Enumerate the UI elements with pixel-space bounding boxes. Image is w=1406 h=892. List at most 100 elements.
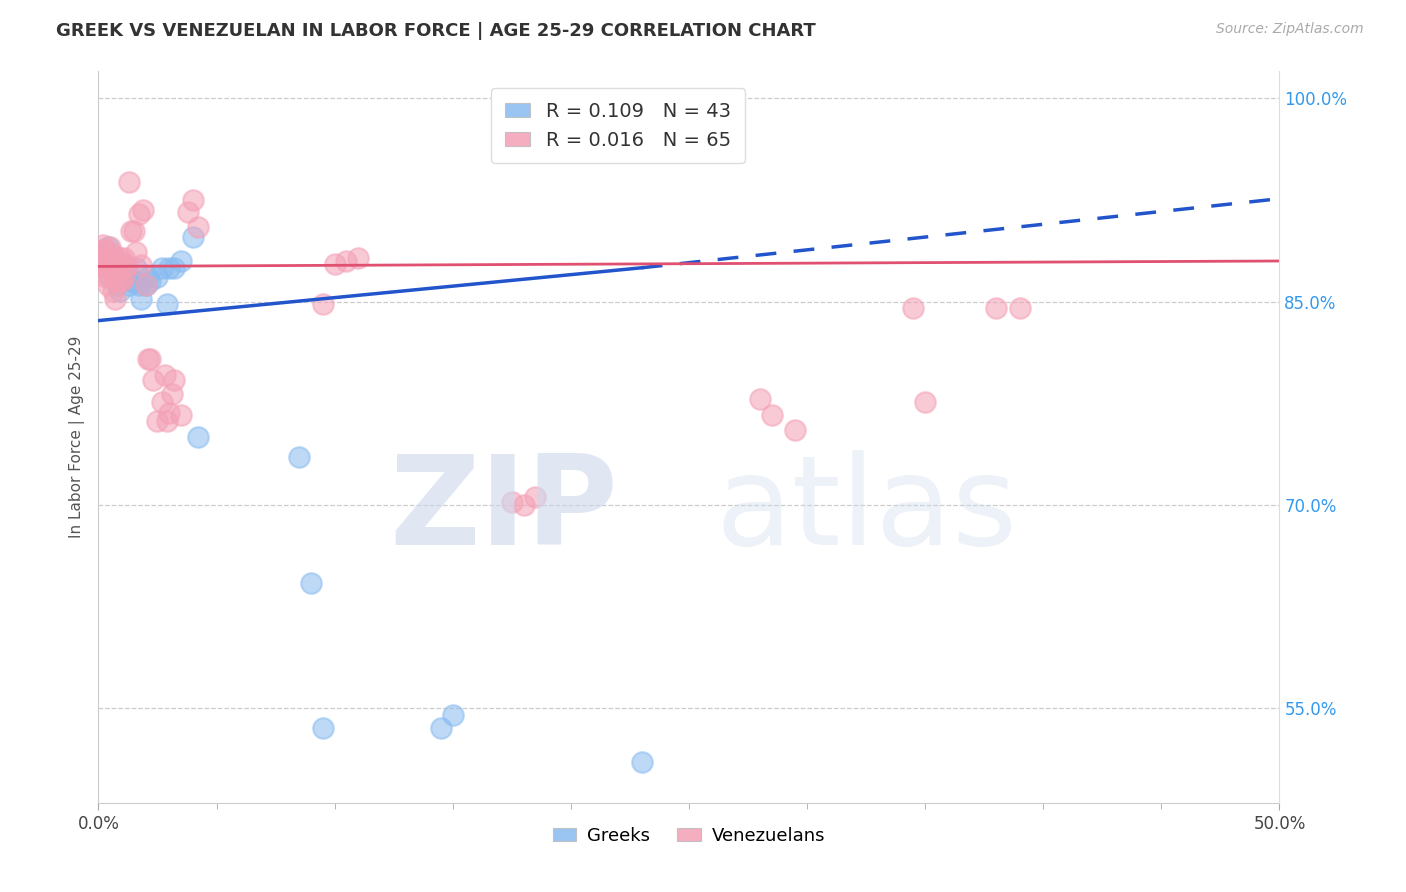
Point [299,576,322,591]
Point [132,202,155,217]
Point [142,373,165,387]
Point [91,257,114,271]
Text: Source: ZipAtlas.com: Source: ZipAtlas.com [1216,22,1364,37]
Point [97,278,120,293]
Point [761,409,783,423]
Point [104,270,127,285]
Point [512,498,534,512]
Point [97,252,120,266]
Point [111,270,134,285]
Point [91,260,114,275]
Point [97,257,120,271]
Point [785,423,807,437]
Point [98,270,121,285]
Point [122,274,145,288]
Point [150,395,173,409]
Point [441,707,464,722]
Point [94,270,117,285]
Point [177,205,200,219]
Point [139,351,162,366]
Point [98,260,121,275]
Point [105,274,128,288]
Point [97,240,120,254]
Point [105,257,128,271]
Point [97,260,120,275]
Point [163,373,186,387]
Text: GREEK VS VENEZUELAN IN LABOR FORCE | AGE 25-29 CORRELATION CHART: GREEK VS VENEZUELAN IN LABOR FORCE | AGE… [56,22,815,40]
Point [118,176,141,190]
Point [903,301,925,316]
Point [347,252,370,266]
Point [323,257,346,271]
Point [170,254,193,268]
Point [630,755,652,769]
Point [125,244,148,259]
Point [121,274,143,288]
Point [288,450,311,465]
Point [187,220,209,235]
Point [121,224,143,238]
Point [105,260,128,275]
Point [118,278,141,293]
Point [112,252,135,266]
Legend: Greeks, Venezuelans: Greeks, Venezuelans [546,820,832,852]
Point [104,252,127,266]
Point [104,270,127,285]
Point [156,414,179,428]
Point [101,257,124,271]
Point [98,252,121,266]
Point [128,206,150,220]
Point [98,270,121,285]
Text: ZIP: ZIP [389,450,619,571]
Point [101,265,124,279]
Point [187,430,209,444]
Point [312,721,335,735]
Point [135,278,157,293]
Point [1008,301,1031,316]
Point [104,252,127,266]
Point [122,224,145,238]
Point [111,274,134,288]
Y-axis label: In Labor Force | Age 25-29: In Labor Force | Age 25-29 [69,336,84,538]
Point [524,490,547,504]
Point [748,392,770,406]
Point [501,495,523,509]
Point [101,247,124,261]
Point [115,258,138,272]
Point [104,292,127,306]
Point [111,262,134,277]
Point [153,368,176,382]
Point [98,240,121,254]
Point [150,260,173,275]
Point [129,258,152,272]
Point [170,409,193,423]
Point [157,260,180,275]
Point [94,260,117,275]
Point [125,260,148,275]
Point [136,270,159,285]
Point [984,301,1007,316]
Point [108,284,131,298]
Point [94,247,117,261]
Point [112,270,135,285]
Point [136,351,159,366]
Point [312,297,335,311]
Point [90,243,112,257]
Point [105,278,128,293]
Point [101,265,124,279]
Point [101,284,124,298]
Point [98,257,121,271]
Point [94,243,117,257]
Point [129,292,152,306]
Point [146,270,169,285]
Point [115,260,138,275]
Point [157,406,180,420]
Point [156,297,179,311]
Point [139,274,162,288]
Point [181,193,204,207]
Point [108,273,131,287]
Text: atlas: atlas [716,450,1017,571]
Point [90,257,112,271]
Point [181,229,204,244]
Point [335,254,357,268]
